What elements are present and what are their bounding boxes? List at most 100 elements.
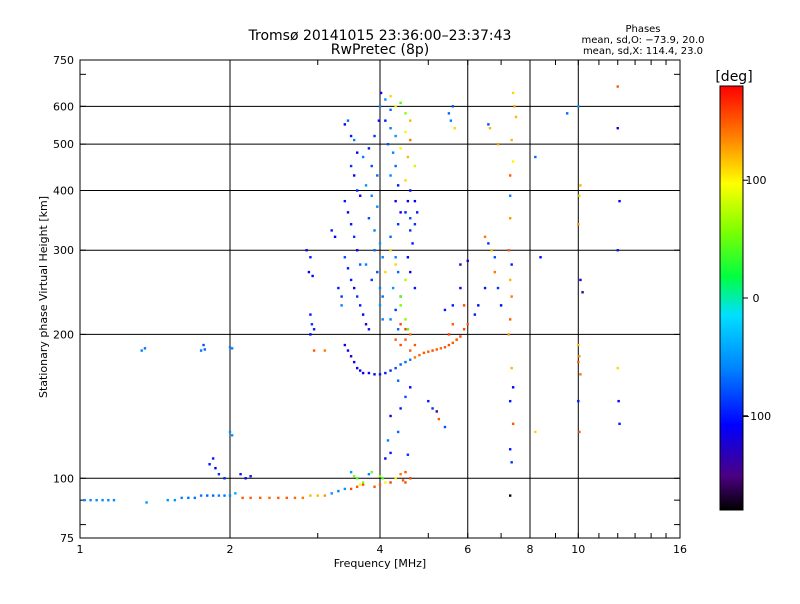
data-point — [323, 349, 327, 352]
data-point — [513, 105, 516, 108]
data-point — [508, 194, 512, 197]
data-point — [396, 430, 400, 434]
data-point — [451, 105, 455, 108]
data-point — [316, 494, 319, 497]
data-point — [508, 448, 512, 451]
data-point — [358, 194, 362, 197]
data-point — [413, 164, 417, 168]
data-point — [508, 278, 512, 282]
data-point — [223, 494, 226, 497]
data-point — [346, 267, 350, 270]
data-point — [399, 147, 402, 150]
data-point — [406, 256, 410, 259]
data-point — [399, 472, 402, 476]
data-point — [394, 256, 397, 259]
data-point — [140, 349, 143, 352]
data-point — [401, 479, 405, 482]
data-point — [389, 318, 392, 321]
data-point — [578, 355, 581, 358]
data-point — [616, 126, 619, 130]
data-point — [413, 199, 417, 203]
data-point — [361, 481, 365, 484]
stats-line-x: mean, sd,X: 114.4, 23.0 — [583, 46, 703, 57]
data-point — [373, 249, 376, 252]
data-point — [310, 323, 314, 326]
data-point — [616, 366, 619, 370]
data-point — [309, 256, 312, 259]
data-point — [496, 286, 500, 290]
data-point — [249, 496, 252, 500]
data-point — [381, 477, 384, 480]
data-point — [384, 371, 387, 375]
data-point — [508, 217, 512, 220]
data-point — [89, 498, 92, 502]
y-tick-label: 200 — [53, 328, 74, 341]
data-point — [352, 475, 356, 478]
data-point — [404, 179, 407, 182]
data-point — [578, 430, 581, 434]
data-point — [352, 286, 356, 290]
data-point — [373, 485, 376, 488]
data-point — [396, 184, 400, 187]
data-point — [384, 98, 387, 101]
data-point — [389, 249, 392, 252]
data-point — [343, 199, 347, 203]
data-point — [617, 399, 620, 403]
data-point — [355, 366, 359, 370]
data-point — [443, 425, 447, 429]
data-point — [462, 328, 466, 331]
data-point — [510, 366, 513, 370]
data-point — [409, 270, 412, 274]
data-point — [202, 343, 205, 347]
data-point — [352, 138, 356, 142]
data-point — [616, 249, 619, 252]
data-point — [409, 358, 412, 361]
data-point — [112, 498, 116, 502]
data-point — [413, 286, 417, 290]
data-point — [581, 291, 584, 294]
data-point — [384, 270, 387, 274]
x-tick-label: 8 — [527, 543, 534, 556]
data-point — [367, 371, 371, 375]
data-point — [487, 123, 490, 126]
data-point — [511, 91, 515, 95]
data-point — [473, 313, 477, 316]
data-point — [404, 130, 407, 134]
data-point — [409, 386, 412, 389]
data-point — [539, 256, 542, 259]
data-point — [337, 286, 340, 290]
data-point — [451, 341, 455, 345]
data-point — [187, 496, 190, 500]
data-point — [384, 457, 387, 460]
data-point — [378, 483, 382, 486]
data-point — [399, 323, 402, 326]
data-point — [268, 496, 271, 500]
data-point — [496, 142, 500, 146]
data-point — [449, 119, 453, 122]
x-tick-label: 16 — [673, 543, 687, 556]
data-point — [488, 126, 492, 130]
x-tick-label: 10 — [571, 543, 585, 556]
data-point — [435, 410, 438, 413]
data-point — [389, 108, 392, 112]
data-point — [381, 318, 384, 321]
x-tick-label: 4 — [377, 543, 384, 556]
data-point — [143, 347, 147, 350]
stats-line-o: mean, sd,O: −73.9, 20.0 — [582, 35, 705, 46]
x-tick-label: 2 — [227, 543, 234, 556]
data-point — [579, 278, 582, 282]
data-point — [389, 414, 392, 418]
data-point — [376, 270, 379, 274]
data-point — [349, 355, 353, 358]
data-point — [396, 328, 400, 331]
data-point — [228, 430, 232, 434]
data-point — [333, 235, 337, 239]
data-point — [376, 205, 379, 208]
data-point — [493, 270, 497, 274]
data-point — [404, 278, 407, 282]
data-point — [507, 333, 510, 336]
data-point — [376, 174, 379, 177]
data-point — [330, 492, 333, 495]
data-point — [394, 134, 397, 138]
